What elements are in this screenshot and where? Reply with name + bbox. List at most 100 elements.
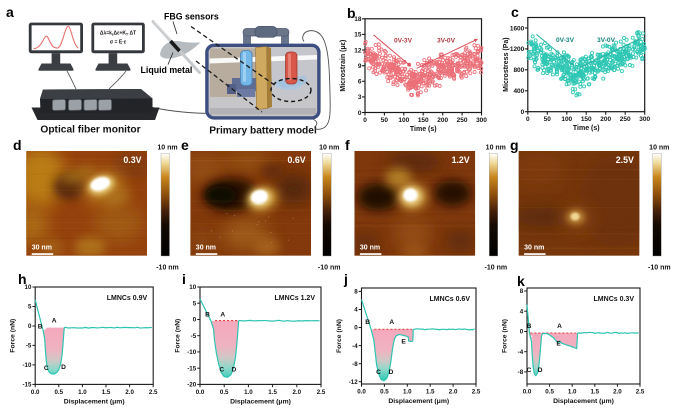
svg-text:-5: -5 (26, 343, 32, 350)
svg-text:-10 nm: -10 nm (318, 265, 341, 272)
svg-text:0.0: 0.0 (523, 389, 532, 396)
svg-text:Force (nN): Force (nN) (175, 319, 182, 353)
svg-text:b: b (347, 5, 356, 21)
svg-text:50: 50 (381, 117, 389, 124)
svg-text:100: 100 (561, 116, 572, 123)
svg-text:250: 250 (457, 117, 468, 124)
svg-text:10: 10 (189, 284, 196, 291)
svg-text:0V-3V: 0V-3V (556, 37, 575, 44)
svg-text:B: B (38, 324, 43, 331)
svg-text:h: h (18, 271, 27, 287)
svg-text:-15: -15 (187, 365, 197, 372)
svg-text:1.5: 1.5 (590, 389, 599, 396)
svg-text:400: 400 (513, 88, 524, 95)
svg-text:Time (s): Time (s) (410, 126, 437, 133)
svg-text:100: 100 (398, 117, 409, 124)
svg-text:50: 50 (544, 116, 552, 123)
svg-text:3: 3 (358, 94, 362, 101)
svg-text:30 nm: 30 nm (524, 244, 544, 251)
svg-text:2.0: 2.0 (449, 389, 458, 396)
svg-text:σ = E·ε: σ = E·ε (110, 40, 127, 46)
svg-text:0: 0 (354, 325, 358, 332)
svg-text:0: 0 (358, 110, 362, 117)
svg-text:30 nm: 30 nm (32, 244, 52, 251)
svg-text:300: 300 (476, 117, 487, 124)
svg-text:B: B (205, 312, 210, 319)
svg-text:LMNCs 0.9V: LMNCs 0.9V (107, 295, 148, 302)
svg-text:10 nm: 10 nm (649, 145, 669, 152)
svg-text:0: 0 (193, 317, 197, 324)
svg-text:10 nm: 10 nm (319, 145, 339, 152)
svg-text:2.0: 2.0 (613, 389, 622, 396)
svg-text:C: C (527, 367, 532, 374)
svg-text:E: E (401, 338, 406, 345)
svg-text:LMNCs 1.2V: LMNCs 1.2V (275, 295, 316, 302)
svg-text:d: d (13, 137, 22, 153)
svg-text:2.0: 2.0 (292, 389, 301, 396)
svg-text:2.5: 2.5 (149, 389, 158, 396)
svg-text:B: B (527, 323, 532, 330)
svg-text:-8: -8 (352, 361, 358, 368)
svg-text:1.0: 1.0 (568, 389, 577, 396)
svg-text:0V-3V: 0V-3V (394, 38, 413, 45)
svg-text:0.5: 0.5 (545, 389, 554, 396)
svg-text:LMNCs 0.3V: LMNCs 0.3V (594, 296, 635, 303)
svg-text:250: 250 (620, 116, 631, 123)
svg-text:e: e (181, 137, 189, 153)
svg-text:Microstress (Pa): Microstress (Pa) (503, 37, 510, 91)
svg-text:0.5: 0.5 (380, 389, 389, 396)
svg-text:C: C (44, 365, 49, 372)
svg-text:A: A (557, 323, 562, 330)
svg-text:-10: -10 (187, 349, 197, 356)
svg-text:1.5: 1.5 (426, 389, 435, 396)
svg-text:Microstrain (με): Microstrain (με) (340, 40, 347, 92)
svg-text:150: 150 (418, 117, 429, 124)
svg-text:0: 0 (526, 116, 530, 123)
svg-text:30 nm: 30 nm (360, 244, 380, 251)
svg-text:Time (s): Time (s) (573, 125, 600, 132)
svg-text:Displacement (μm): Displacement (μm) (64, 398, 125, 405)
svg-text:a: a (6, 4, 14, 20)
svg-text:2.5: 2.5 (636, 389, 645, 396)
svg-text:D: D (231, 366, 236, 373)
svg-text:200: 200 (437, 117, 448, 124)
svg-text:-10 nm: -10 nm (156, 265, 179, 272)
svg-text:1200: 1200 (510, 46, 525, 53)
svg-text:-5: -5 (191, 333, 197, 340)
svg-text:10 nm: 10 nm (486, 145, 506, 152)
svg-text:2.5V: 2.5V (616, 155, 634, 165)
svg-text:8: 8 (520, 288, 524, 295)
svg-text:12: 12 (354, 47, 362, 54)
svg-text:6: 6 (358, 79, 362, 86)
svg-text:-10: -10 (22, 362, 32, 369)
svg-text:-15: -15 (22, 382, 32, 389)
svg-text:2.5: 2.5 (317, 389, 326, 396)
svg-text:0.6V: 0.6V (287, 155, 305, 165)
svg-text:1600: 1600 (510, 25, 525, 32)
svg-text:-10 nm: -10 nm (485, 265, 508, 272)
svg-text:0.0: 0.0 (196, 389, 205, 396)
svg-text:Δλ=kεΔε+KT ΔT: Δλ=kεΔε+KT ΔT (100, 31, 136, 37)
svg-text:Force (nN): Force (nN) (10, 319, 17, 353)
svg-text:Force (nN): Force (nN) (502, 319, 509, 353)
svg-text:3V-0V: 3V-0V (437, 38, 456, 45)
svg-text:1.0: 1.0 (78, 389, 87, 396)
svg-text:B: B (365, 319, 370, 326)
svg-text:5: 5 (193, 300, 197, 307)
svg-text:k: k (517, 273, 525, 289)
svg-text:1.5: 1.5 (102, 389, 111, 396)
svg-text:Displacement (μm): Displacement (μm) (388, 398, 449, 405)
svg-text:10: 10 (25, 284, 32, 291)
svg-text:8: 8 (354, 289, 358, 296)
svg-text:300: 300 (639, 116, 650, 123)
svg-text:-10 nm: -10 nm (648, 265, 671, 272)
svg-text:i: i (182, 271, 186, 287)
svg-text:Displacement (μm): Displacement (μm) (230, 398, 291, 405)
svg-text:-8: -8 (518, 369, 524, 376)
svg-text:C: C (376, 369, 381, 376)
svg-text:Primary battery model: Primary battery model (209, 126, 317, 137)
svg-text:-20: -20 (187, 382, 197, 389)
svg-text:E: E (556, 340, 561, 347)
svg-text:10 nm: 10 nm (157, 145, 177, 152)
svg-text:D: D (538, 367, 543, 374)
